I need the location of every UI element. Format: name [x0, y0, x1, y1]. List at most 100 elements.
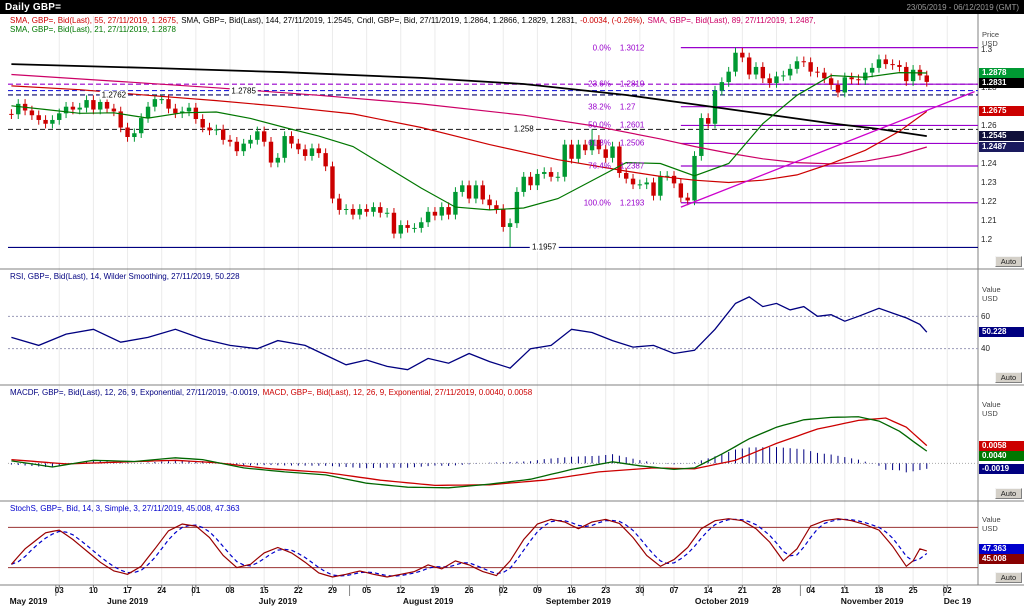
x-tick-label: 07: [669, 586, 679, 595]
candle-body: [576, 144, 581, 159]
rsi-legend[interactable]: RSI, GBP=, Bid(Last), 14, Wilder Smoothi…: [10, 272, 243, 281]
price-axis-title-line1: Price: [982, 30, 1000, 39]
candle-body: [125, 127, 130, 138]
auto-scale-button-macd[interactable]: Auto: [995, 488, 1022, 499]
auto-scale-button-main[interactable]: Auto: [995, 256, 1022, 267]
candle-body: [186, 107, 192, 112]
candle-body: [781, 75, 786, 77]
x-tick-label: 24: [157, 586, 167, 595]
x-tick-label: 23: [601, 586, 611, 595]
x-month-label: November 2019: [840, 596, 904, 606]
candle-body: [480, 185, 485, 200]
x-month-label: August 2019: [402, 596, 454, 606]
macd-value-badge: 0.0058: [979, 440, 1024, 451]
candle-body: [460, 185, 465, 192]
candle-body: [111, 108, 117, 112]
legend-segment: SMA, GBP=, Bid(Last), 21, 27/11/2019, 1.…: [10, 25, 176, 34]
level-label: 1.2762: [99, 90, 129, 100]
candle-body: [801, 61, 807, 63]
candle-body: [159, 99, 164, 101]
candle-body: [617, 146, 622, 173]
fib-pct-label: 61.8%: [588, 138, 611, 148]
candle-body: [466, 185, 472, 199]
candle-body: [685, 197, 690, 201]
candle-body: [494, 205, 499, 209]
candle-body: [309, 148, 315, 156]
auto-scale-button-rsi[interactable]: Auto: [995, 372, 1022, 383]
fib-value-label: 1.3012: [619, 43, 645, 53]
legend-segment: SMA, GBP=, Bid(Last), 55, 27/11/2019, 1.…: [10, 15, 179, 25]
candle-body: [596, 139, 602, 150]
stoch-value-badge: 47.363: [979, 544, 1024, 555]
candle-body: [261, 131, 267, 142]
price-axis-tick: 1.3: [981, 45, 993, 55]
candle-body: [391, 212, 397, 234]
candle-body: [924, 75, 929, 82]
stoch-value-badge: 45.008: [979, 554, 1024, 565]
legend-segment: SMA, GBP=, Bid(Last), 144, 27/11/2019, 1…: [181, 15, 354, 25]
candle-body: [589, 139, 595, 151]
candle-body: [63, 106, 69, 114]
candle-body: [910, 69, 916, 82]
candle-body: [528, 176, 533, 186]
x-tick-label: 29: [328, 586, 337, 595]
candle-body: [514, 191, 520, 224]
candle-body: [630, 178, 636, 185]
macd-signal-line: [11, 417, 928, 487]
candle-body: [98, 101, 103, 110]
macd-value-badge: -0.0019: [979, 464, 1024, 475]
fib-value-label: 1.2387: [619, 161, 645, 171]
x-tick-label: 08: [225, 586, 235, 595]
stoch-axis-title-line1: Value: [982, 515, 1001, 524]
main-chart-legend-line2[interactable]: SMA, GBP=, Bid(Last), 21, 27/11/2019, 1.…: [10, 25, 179, 34]
x-tick-label: 10: [88, 586, 98, 595]
candle-body: [753, 66, 759, 75]
candle-body: [425, 211, 431, 223]
sma21-line: [11, 71, 927, 211]
candle-body: [316, 148, 322, 154]
candle-body: [214, 129, 219, 131]
x-tick-label: 03: [54, 586, 64, 595]
candle-body: [815, 71, 820, 73]
candle-body: [692, 155, 697, 201]
candle-body: [583, 144, 588, 151]
candle-body: [337, 198, 342, 210]
x-tick-label: 02: [942, 586, 952, 595]
x-tick-label: 05: [362, 586, 372, 595]
stoch-legend[interactable]: StochS, GBP=, Bid, 14, 3, Simple, 3, 27/…: [10, 504, 243, 513]
candle-body: [863, 72, 868, 81]
candle-body: [220, 129, 226, 140]
fib-level-label: 76.4% 1.2387: [575, 161, 644, 170]
x-tick-label: 11: [840, 586, 850, 595]
support-trendline: [680, 90, 975, 208]
candle-body: [740, 52, 745, 58]
x-month-label: July 2019: [258, 596, 297, 606]
macd-line: [11, 416, 928, 489]
candle-body: [84, 100, 89, 108]
macd-legend[interactable]: MACDF, GBP=, Bid(Last), 12, 26, 9, Expon…: [10, 388, 535, 397]
candle-body: [200, 119, 205, 128]
candle-body: [275, 157, 281, 163]
fib-value-label: 1.27: [619, 102, 636, 112]
candle-body: [227, 139, 233, 142]
candle-body: [384, 212, 390, 214]
candle-body: [876, 59, 882, 68]
candle-body: [808, 62, 813, 72]
candle-body: [869, 67, 875, 73]
fib-pct-label: 23.6%: [588, 79, 611, 89]
level-label: 1.1957: [529, 242, 559, 252]
x-month-label: Dec 19: [943, 596, 972, 606]
x-tick-label: 09: [532, 586, 542, 595]
auto-scale-button-stoch[interactable]: Auto: [995, 572, 1022, 583]
main-chart-legend-line1[interactable]: SMA, GBP=, Bid(Last), 55, 27/11/2019, 1.…: [10, 16, 819, 25]
price-axis-tick: 1.2: [981, 234, 993, 244]
candle-body: [760, 66, 766, 79]
fib-level-label: 23.6% 1.2819: [575, 80, 644, 89]
x-tick-label: 14: [703, 586, 713, 595]
sma89-line: [11, 73, 927, 165]
candle-body: [699, 118, 704, 156]
x-month-label: October 2019: [694, 596, 749, 606]
x-tick-label: 19: [430, 586, 440, 595]
